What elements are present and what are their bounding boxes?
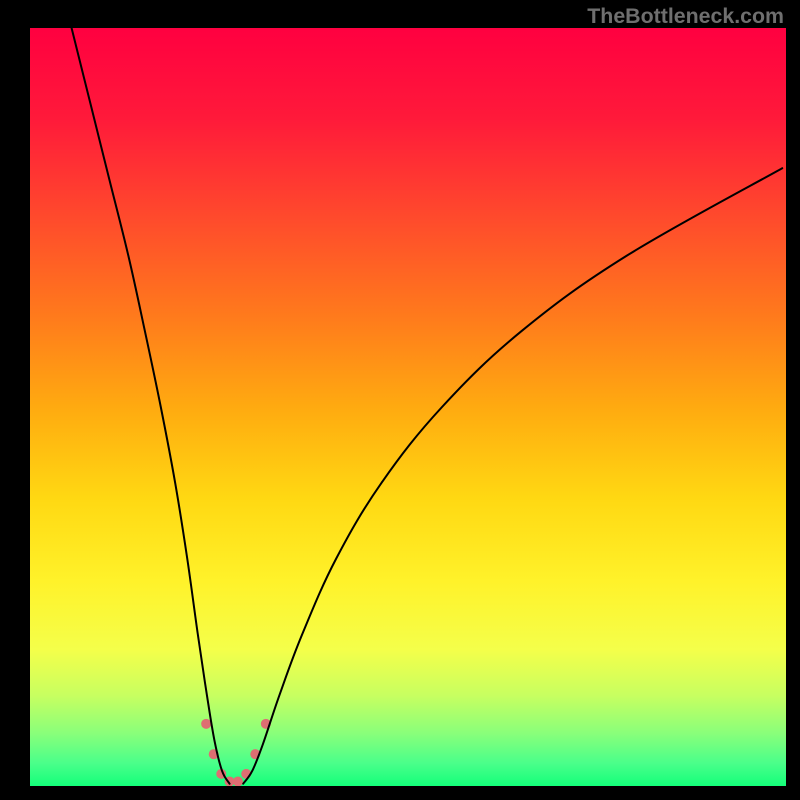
curve-layer [30, 28, 786, 786]
watermark-text: TheBottleneck.com [587, 4, 784, 29]
trough-marker [233, 776, 243, 786]
chart-container: TheBottleneck.com [0, 0, 800, 800]
curve-segment [243, 168, 782, 784]
curve-segment [72, 28, 230, 784]
plot-area [30, 28, 786, 786]
trough-marker [201, 719, 211, 729]
